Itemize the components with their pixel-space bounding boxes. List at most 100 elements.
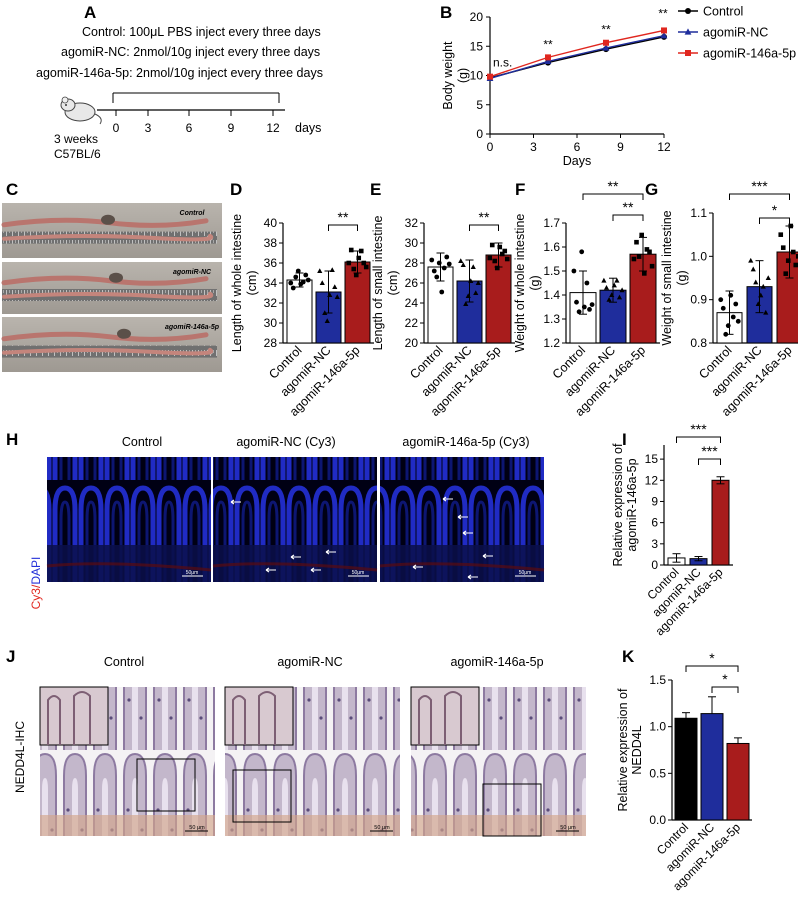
treatment-line-control: Control: 100μL PBS inject every three da… <box>82 25 321 39</box>
data-point <box>765 275 771 280</box>
data-point <box>785 258 791 263</box>
significance-bracket <box>711 686 739 693</box>
significance-label: ** <box>338 209 349 225</box>
chart-mir-expression: 03691215ControlagomiR-NCagomiR-146a-5p**… <box>611 421 733 638</box>
y-tick-label: 32 <box>405 216 419 230</box>
panel-letter-j: J <box>6 647 15 666</box>
cy3-title-0: Control <box>122 435 162 449</box>
y-axis-label: Length of whole intestine <box>230 214 244 352</box>
cecum <box>101 214 115 225</box>
data-point <box>576 309 582 315</box>
y-axis-label-line2: (cm) <box>245 271 259 296</box>
chart-small-length: 20222426283032ControlagomiR-NCagomiR-146… <box>371 209 515 419</box>
muscle-layer <box>212 562 378 572</box>
intestine-photos: Control agomiR-NC agomiR-146a-5p <box>1 203 222 372</box>
intestine <box>2 347 214 356</box>
panel-e: E 20222426283032ControlagomiR-NCagomiR-1… <box>370 180 515 419</box>
cy3-arrow <box>325 549 336 555</box>
data-point <box>644 247 650 252</box>
significance-label: *** <box>701 443 718 459</box>
stain-label-cy3-dapi: Cy3/DAPI <box>29 557 43 610</box>
y-tick-label: 20 <box>470 10 484 24</box>
mouse-icon <box>60 96 102 125</box>
y-tick-label: 9 <box>651 494 658 508</box>
timeline-ticks: 0 3 6 9 12 <box>113 110 280 135</box>
data-point <box>571 268 577 274</box>
data-point <box>290 285 296 291</box>
timeline-tick-label: 12 <box>266 121 280 135</box>
panel-letter-h: H <box>6 430 18 449</box>
timeline-tick-label: 9 <box>228 121 235 135</box>
y-tick-label: 1.1 <box>690 206 707 220</box>
scale-label: 50μm <box>352 570 365 576</box>
series-line-1 <box>489 35 665 80</box>
data-point <box>574 299 579 305</box>
data-point <box>293 274 299 280</box>
data-point <box>334 294 340 299</box>
series-line-0 <box>489 36 665 79</box>
significance-bracket <box>685 665 739 672</box>
data-point <box>606 297 612 302</box>
data-point <box>795 254 798 259</box>
panel-a: A Control: 100μL PBS inject every three … <box>36 3 323 161</box>
panel-f: F 1.21.31.41.51.61.7ControlagomiR-NCagom… <box>513 178 660 419</box>
y-tick-label: 40 <box>264 216 278 230</box>
y-tick-label: 32 <box>264 296 278 310</box>
data-point <box>602 44 610 51</box>
data-point <box>305 277 311 283</box>
significance-bracket <box>469 224 499 231</box>
y-tick-label: 28 <box>264 336 278 350</box>
photo-background <box>2 203 222 258</box>
y-tick-label: 0 <box>476 127 483 141</box>
data-point <box>750 266 756 272</box>
panel-letter-e: E <box>370 180 381 199</box>
data-point <box>589 302 595 307</box>
data-point <box>439 289 445 295</box>
data-point <box>584 280 590 286</box>
data-point <box>725 323 731 329</box>
y-tick-label: 28 <box>405 256 419 270</box>
data-point <box>444 254 450 260</box>
data-point <box>441 265 447 271</box>
data-point <box>460 262 466 267</box>
y-axis-label: Weight of whole intestine <box>513 214 527 353</box>
panel-c: C Control agomiR-NC agomiR-146a-5p <box>1 180 222 372</box>
data-point <box>647 249 652 255</box>
data-point <box>502 248 508 254</box>
x-tick-label: 3 <box>530 140 537 154</box>
x-tick-label: 12 <box>657 140 671 154</box>
y-axis-label: Relative expression of <box>616 688 630 812</box>
data-point <box>458 258 464 263</box>
y-tick-label: 30 <box>264 316 278 330</box>
data-point <box>758 292 764 298</box>
data-point <box>475 280 481 285</box>
data-point <box>614 277 620 283</box>
panel-h: H Cy3/DAPI Control 50μm agomiR-NC (Cy3) 50μ… <box>6 430 545 610</box>
ihc-title-2: agomiR-146a-5p <box>450 655 543 669</box>
data-point <box>639 232 644 238</box>
significance-label: n.s. <box>493 56 512 70</box>
significance-bracket <box>759 217 790 224</box>
significance-bracket <box>328 224 358 231</box>
significance-bracket <box>676 436 721 443</box>
ihc-images: Control 50 μm agomiR-NC 50 μm agomiR-146a-5p… <box>39 655 586 837</box>
panel-b: B 0 5 10 15 20 0 3 6 9 12 Days Body weight (g) n.s. **… <box>440 3 796 168</box>
data-point <box>468 278 474 283</box>
bar-2 <box>726 742 750 821</box>
data-point <box>733 301 739 307</box>
y-tick-label: 3 <box>651 537 658 551</box>
data-point <box>499 251 505 257</box>
cy3-arrow <box>462 530 473 536</box>
data-point <box>346 260 352 266</box>
data-point <box>634 239 639 245</box>
data-point <box>487 73 493 80</box>
zoom-region-box <box>482 783 542 837</box>
cy3-arrow <box>457 514 468 520</box>
data-point <box>748 257 754 263</box>
data-point <box>288 280 294 286</box>
significance-label: ** <box>608 178 619 194</box>
x-tick-label: 6 <box>574 140 581 154</box>
data-point <box>465 293 471 298</box>
significance-bracket <box>612 214 644 221</box>
